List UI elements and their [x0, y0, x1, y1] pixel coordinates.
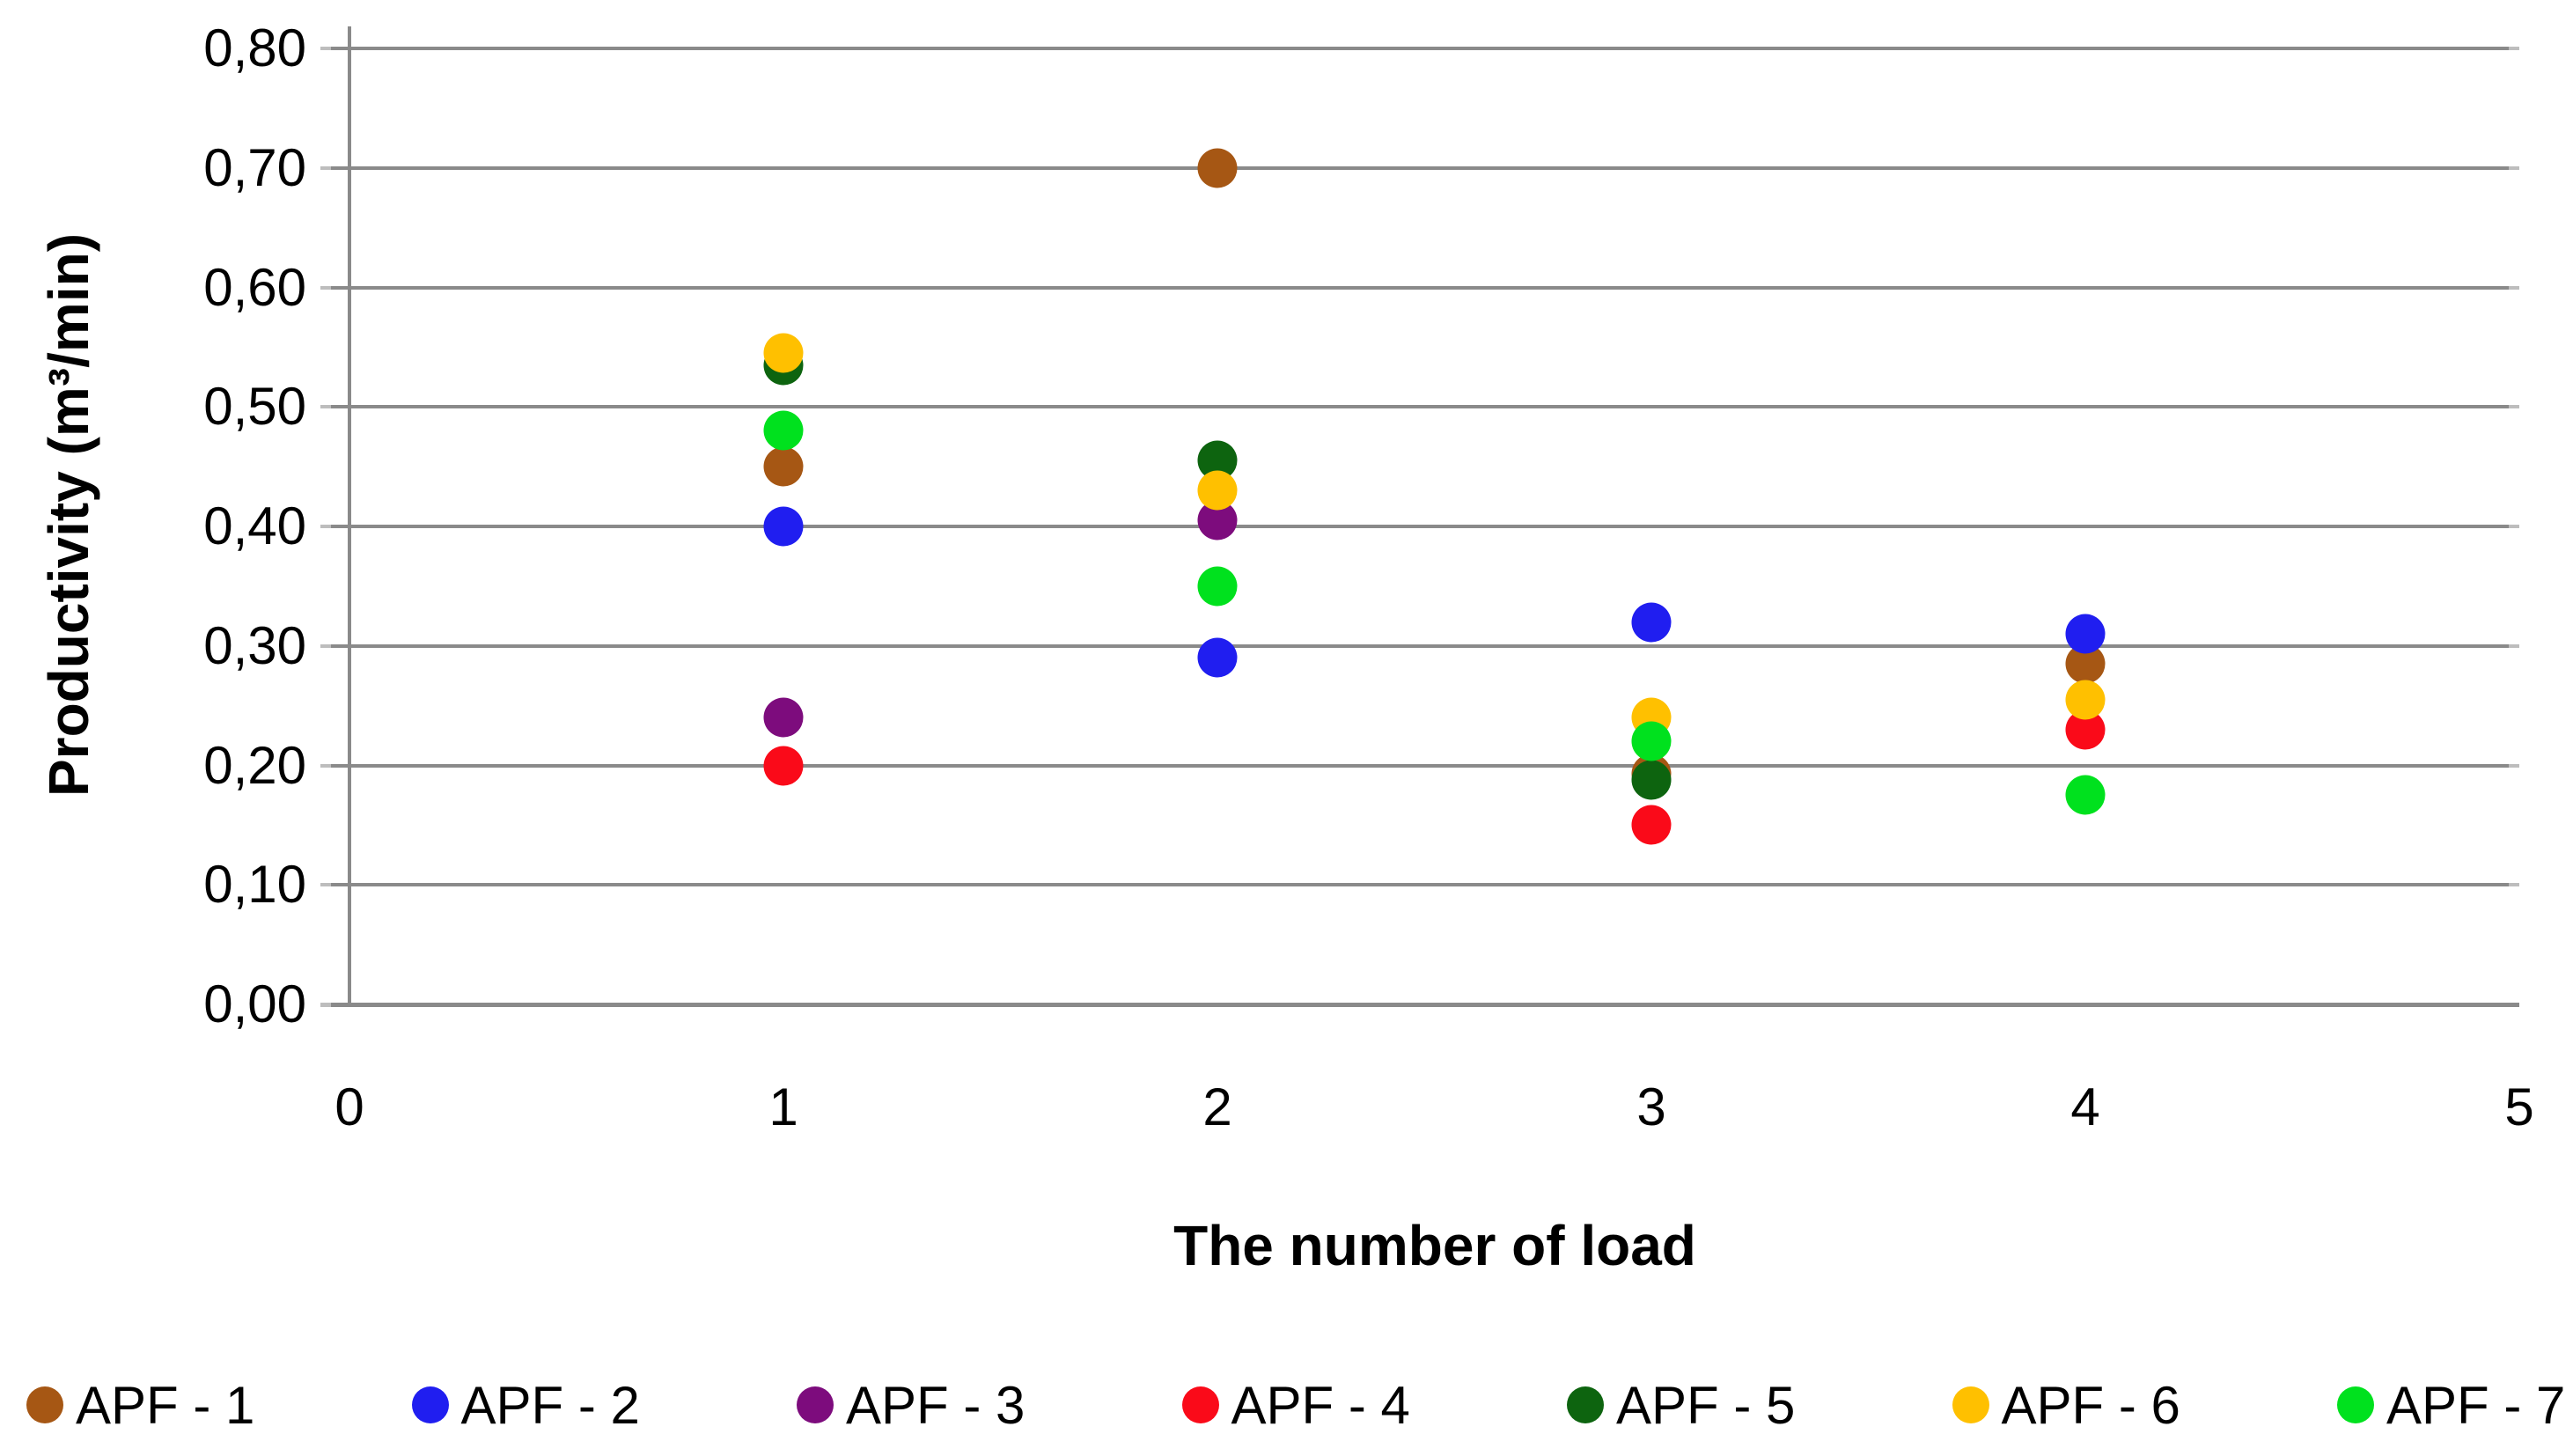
x-axis-title: The number of load [1173, 1214, 1696, 1277]
data-point [763, 410, 804, 451]
legend-item: APF - 3 [797, 1363, 1025, 1447]
y-tick-label: 0,80 [203, 18, 306, 77]
x-tick-label: 4 [2070, 1077, 2100, 1136]
data-point [763, 697, 804, 738]
y-tick-label: 0,00 [203, 974, 306, 1033]
gridline [320, 883, 2519, 887]
legend-item: APF - 6 [1952, 1363, 2180, 1447]
data-point [1197, 637, 1238, 678]
y-tick-label: 0,30 [203, 615, 306, 675]
data-point [763, 446, 804, 487]
y-axis-line [348, 26, 351, 1004]
legend-marker [1181, 1386, 1219, 1423]
gridline [320, 643, 2519, 648]
data-point [763, 333, 804, 373]
gridline [320, 285, 2519, 290]
data-point [2065, 680, 2106, 720]
x-tick-label: 1 [768, 1077, 798, 1136]
y-tick-label: 0,50 [203, 377, 306, 437]
x-tick-label: 5 [2504, 1077, 2534, 1136]
data-point [1631, 760, 1672, 800]
legend-marker [1952, 1386, 1989, 1423]
legend-label: APF - 2 [460, 1375, 640, 1435]
legend-marker [26, 1386, 63, 1423]
legend-label: APF - 7 [2386, 1375, 2566, 1435]
gridline [320, 405, 2519, 409]
data-point [763, 506, 804, 547]
legend-label: APF - 1 [76, 1375, 255, 1435]
gridline [320, 165, 2519, 170]
legend: APF - 1 APF - 2 APF - 3 APF - 4 APF - 5 APF -… [0, 1363, 2573, 1451]
data-point [763, 746, 804, 785]
data-point [2065, 775, 2106, 815]
legend-marker [797, 1386, 834, 1423]
data-point [1197, 470, 1238, 511]
data-point [1631, 602, 1672, 643]
y-tick-label: 0,60 [203, 257, 306, 317]
legend-marker [1567, 1386, 1604, 1423]
data-point [1631, 721, 1672, 761]
x-axis-line [320, 1003, 2519, 1007]
legend-item: APF - 2 [411, 1363, 640, 1447]
legend-label: APF - 3 [846, 1375, 1026, 1435]
legend-label: APF - 4 [1231, 1375, 1410, 1435]
legend-item: APF - 4 [1181, 1363, 1410, 1447]
legend-label: APF - 5 [1616, 1375, 1796, 1435]
y-tick-label: 0,40 [203, 496, 306, 555]
y-tick-label: 0,20 [203, 735, 306, 795]
y-axis-title: Productivity (m³/min) [37, 232, 100, 798]
legend-item: APF - 5 [1567, 1363, 1795, 1447]
legend-label: APF - 6 [2001, 1375, 2180, 1435]
data-point [2065, 614, 2106, 654]
data-point [1197, 148, 1238, 188]
legend-item: APF - 7 [2337, 1363, 2565, 1447]
gridline [320, 763, 2519, 768]
legend-marker [2337, 1386, 2374, 1423]
x-tick-label: 0 [334, 1077, 364, 1136]
data-point [1631, 805, 1672, 845]
gridline [320, 47, 2519, 50]
legend-marker [411, 1386, 449, 1423]
data-point [1197, 566, 1238, 607]
y-tick-label: 0,10 [203, 855, 306, 915]
legend-item: APF - 1 [26, 1363, 254, 1447]
y-tick-label: 0,70 [203, 137, 306, 197]
x-tick-label: 2 [1202, 1077, 1232, 1136]
gridline [320, 525, 2519, 528]
x-tick-label: 3 [1636, 1077, 1666, 1136]
